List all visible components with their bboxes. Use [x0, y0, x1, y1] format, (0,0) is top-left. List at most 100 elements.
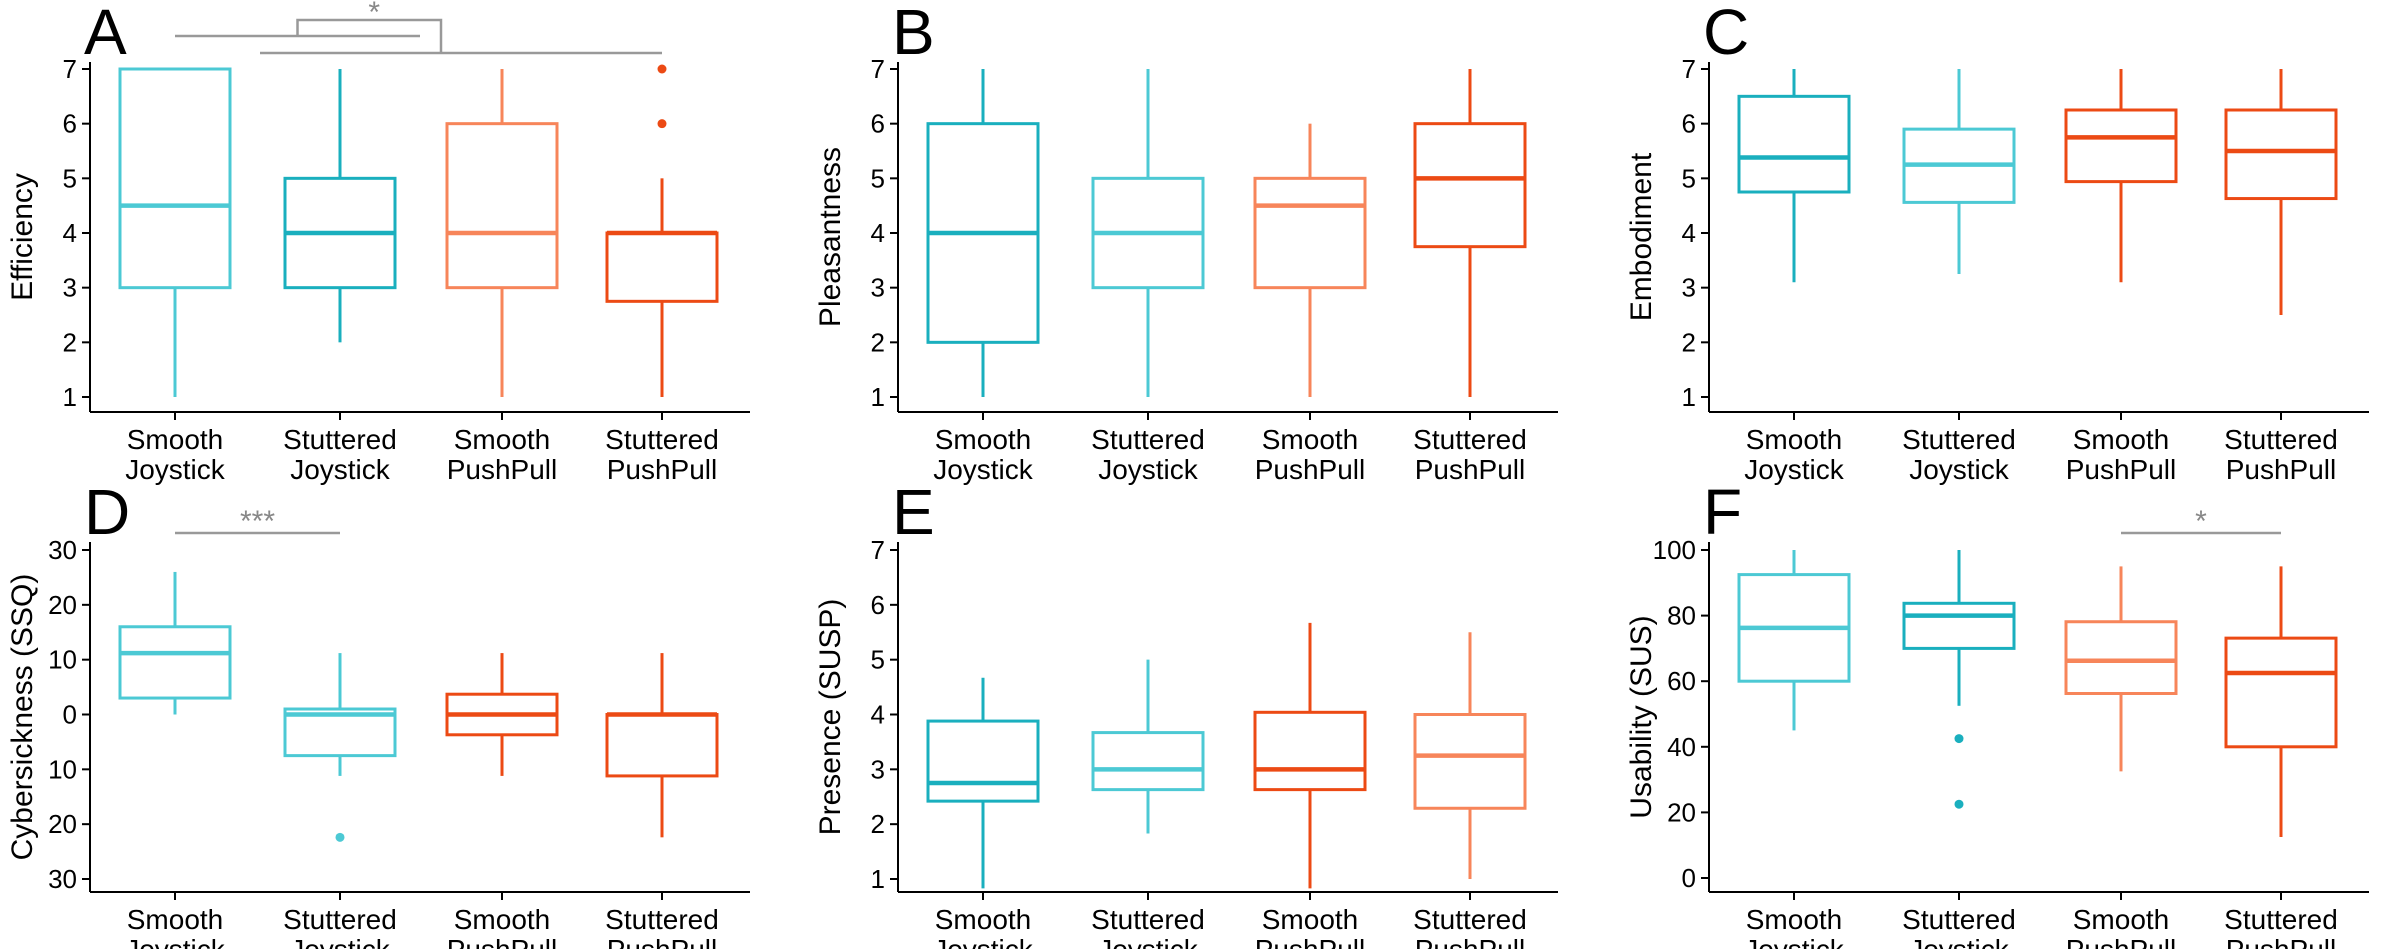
x-tick-label: Stuttered: [2224, 424, 2338, 455]
x-tick-label: Stuttered: [1902, 904, 2016, 935]
panel-letter: E: [892, 476, 935, 548]
y-tick-label: 1: [871, 382, 885, 412]
box-iqr: [2224, 108, 2338, 201]
y-tick-label: 0: [1682, 863, 1696, 893]
panel-b: 1234567PleasantnessBSmoothJoystickStutte…: [814, 0, 1558, 485]
y-tick-label: 5: [871, 645, 885, 675]
x-tick-label: Stuttered: [1413, 424, 1527, 455]
y-tick-label: 6: [871, 109, 885, 139]
y-tick-label: 30: [48, 864, 77, 894]
panel-letter: A: [84, 0, 127, 68]
y-tick-label: 2: [1682, 327, 1696, 357]
panel-letter: C: [1703, 0, 1749, 68]
x-tick-label: Smooth: [1746, 424, 1843, 455]
y-tick-label: 3: [1682, 273, 1696, 303]
x-tick-label: Joystick: [1098, 454, 1199, 485]
y-tick-label: 6: [871, 590, 885, 620]
y-tick-label: 10: [48, 754, 77, 784]
y-axis-title: Presence (SUSP): [814, 599, 847, 836]
x-tick-label: Smooth: [454, 904, 551, 935]
significance-label: ***: [240, 505, 275, 538]
x-tick-label: Smooth: [1262, 904, 1359, 935]
y-tick-label: 7: [63, 54, 77, 84]
y-tick-label: 6: [63, 109, 77, 139]
x-tick-label: Smooth: [935, 904, 1032, 935]
x-tick-label: PushPull: [447, 454, 558, 485]
x-tick-label: PushPull: [447, 934, 558, 949]
x-tick-label: Joystick: [125, 934, 226, 949]
y-tick-label: 6: [1682, 109, 1696, 139]
box-iqr: [1091, 731, 1205, 792]
x-tick-label: PushPull: [607, 934, 718, 949]
box-iqr: [1413, 713, 1527, 810]
x-tick-label: Smooth: [1746, 904, 1843, 935]
box-iqr: [118, 67, 232, 290]
x-tick-label: Joystick: [125, 454, 226, 485]
y-axis-title: Usability (SUS): [1625, 615, 1658, 818]
x-tick-label: Stuttered: [605, 424, 719, 455]
box-iqr: [1253, 710, 1367, 792]
y-tick-label: 5: [871, 163, 885, 193]
x-tick-label: Stuttered: [283, 424, 397, 455]
significance-label: *: [2195, 505, 2207, 538]
y-tick-label: 3: [871, 273, 885, 303]
y-tick-label: 100: [1653, 535, 1696, 565]
y-tick-label: 20: [48, 590, 77, 620]
y-tick-label: 60: [1667, 666, 1696, 696]
y-tick-label: 4: [871, 218, 885, 248]
box-iqr: [605, 231, 719, 303]
y-tick-label: 5: [63, 163, 77, 193]
x-tick-label: PushPull: [607, 454, 718, 485]
y-tick-label: 7: [1682, 54, 1696, 84]
box-iqr: [118, 625, 232, 700]
y-tick-label: 4: [63, 218, 77, 248]
y-tick-label: 4: [871, 700, 885, 730]
box-iqr: [1902, 601, 2016, 650]
outlier-point: [657, 64, 667, 74]
x-tick-label: Joystick: [933, 454, 1034, 485]
box-iqr: [605, 713, 719, 778]
x-tick-label: Smooth: [935, 424, 1032, 455]
x-tick-label: PushPull: [1255, 454, 1366, 485]
y-tick-label: 20: [48, 809, 77, 839]
y-tick-label: 1: [871, 864, 885, 894]
x-tick-label: Stuttered: [283, 904, 397, 935]
x-tick-label: Joystick: [1098, 934, 1199, 949]
y-tick-label: 1: [63, 382, 77, 412]
box-iqr: [926, 719, 1040, 803]
outlier-point: [1954, 799, 1964, 809]
x-tick-label: Joystick: [1744, 454, 1845, 485]
y-tick-label: 3: [871, 754, 885, 784]
panel-c: 1234567EmbodimentCSmoothJoystickStuttere…: [1625, 0, 2369, 485]
y-axis-title: Efficiency: [6, 173, 39, 301]
outlier-point: [335, 832, 345, 842]
x-tick-label: Joystick: [1909, 454, 2010, 485]
x-tick-label: Stuttered: [1091, 904, 1205, 935]
x-tick-label: Smooth: [127, 424, 224, 455]
y-axis-title: Pleasantness: [814, 147, 847, 327]
x-tick-label: PushPull: [2066, 934, 2177, 949]
box-iqr: [1737, 94, 1851, 194]
x-tick-label: Stuttered: [605, 904, 719, 935]
x-tick-label: Stuttered: [1413, 904, 1527, 935]
box-iqr: [445, 122, 559, 290]
y-tick-label: 2: [871, 327, 885, 357]
panel-letter: B: [892, 0, 935, 68]
x-tick-label: Smooth: [127, 904, 224, 935]
y-tick-label: 0: [63, 700, 77, 730]
box-iqr: [2064, 108, 2178, 184]
y-tick-label: 40: [1667, 732, 1696, 762]
significance-label: *: [368, 0, 380, 29]
box-iqr: [2064, 620, 2178, 695]
y-tick-label: 5: [1682, 163, 1696, 193]
significance-connector: [296, 18, 443, 53]
y-tick-label: 30: [48, 535, 77, 565]
y-tick-label: 7: [871, 535, 885, 565]
x-tick-label: PushPull: [1415, 934, 1526, 949]
x-tick-label: PushPull: [2066, 454, 2177, 485]
box-iqr: [2224, 636, 2338, 749]
x-tick-label: Smooth: [1262, 424, 1359, 455]
x-tick-label: PushPull: [2226, 934, 2337, 949]
y-axis-title: Embodiment: [1625, 152, 1658, 321]
